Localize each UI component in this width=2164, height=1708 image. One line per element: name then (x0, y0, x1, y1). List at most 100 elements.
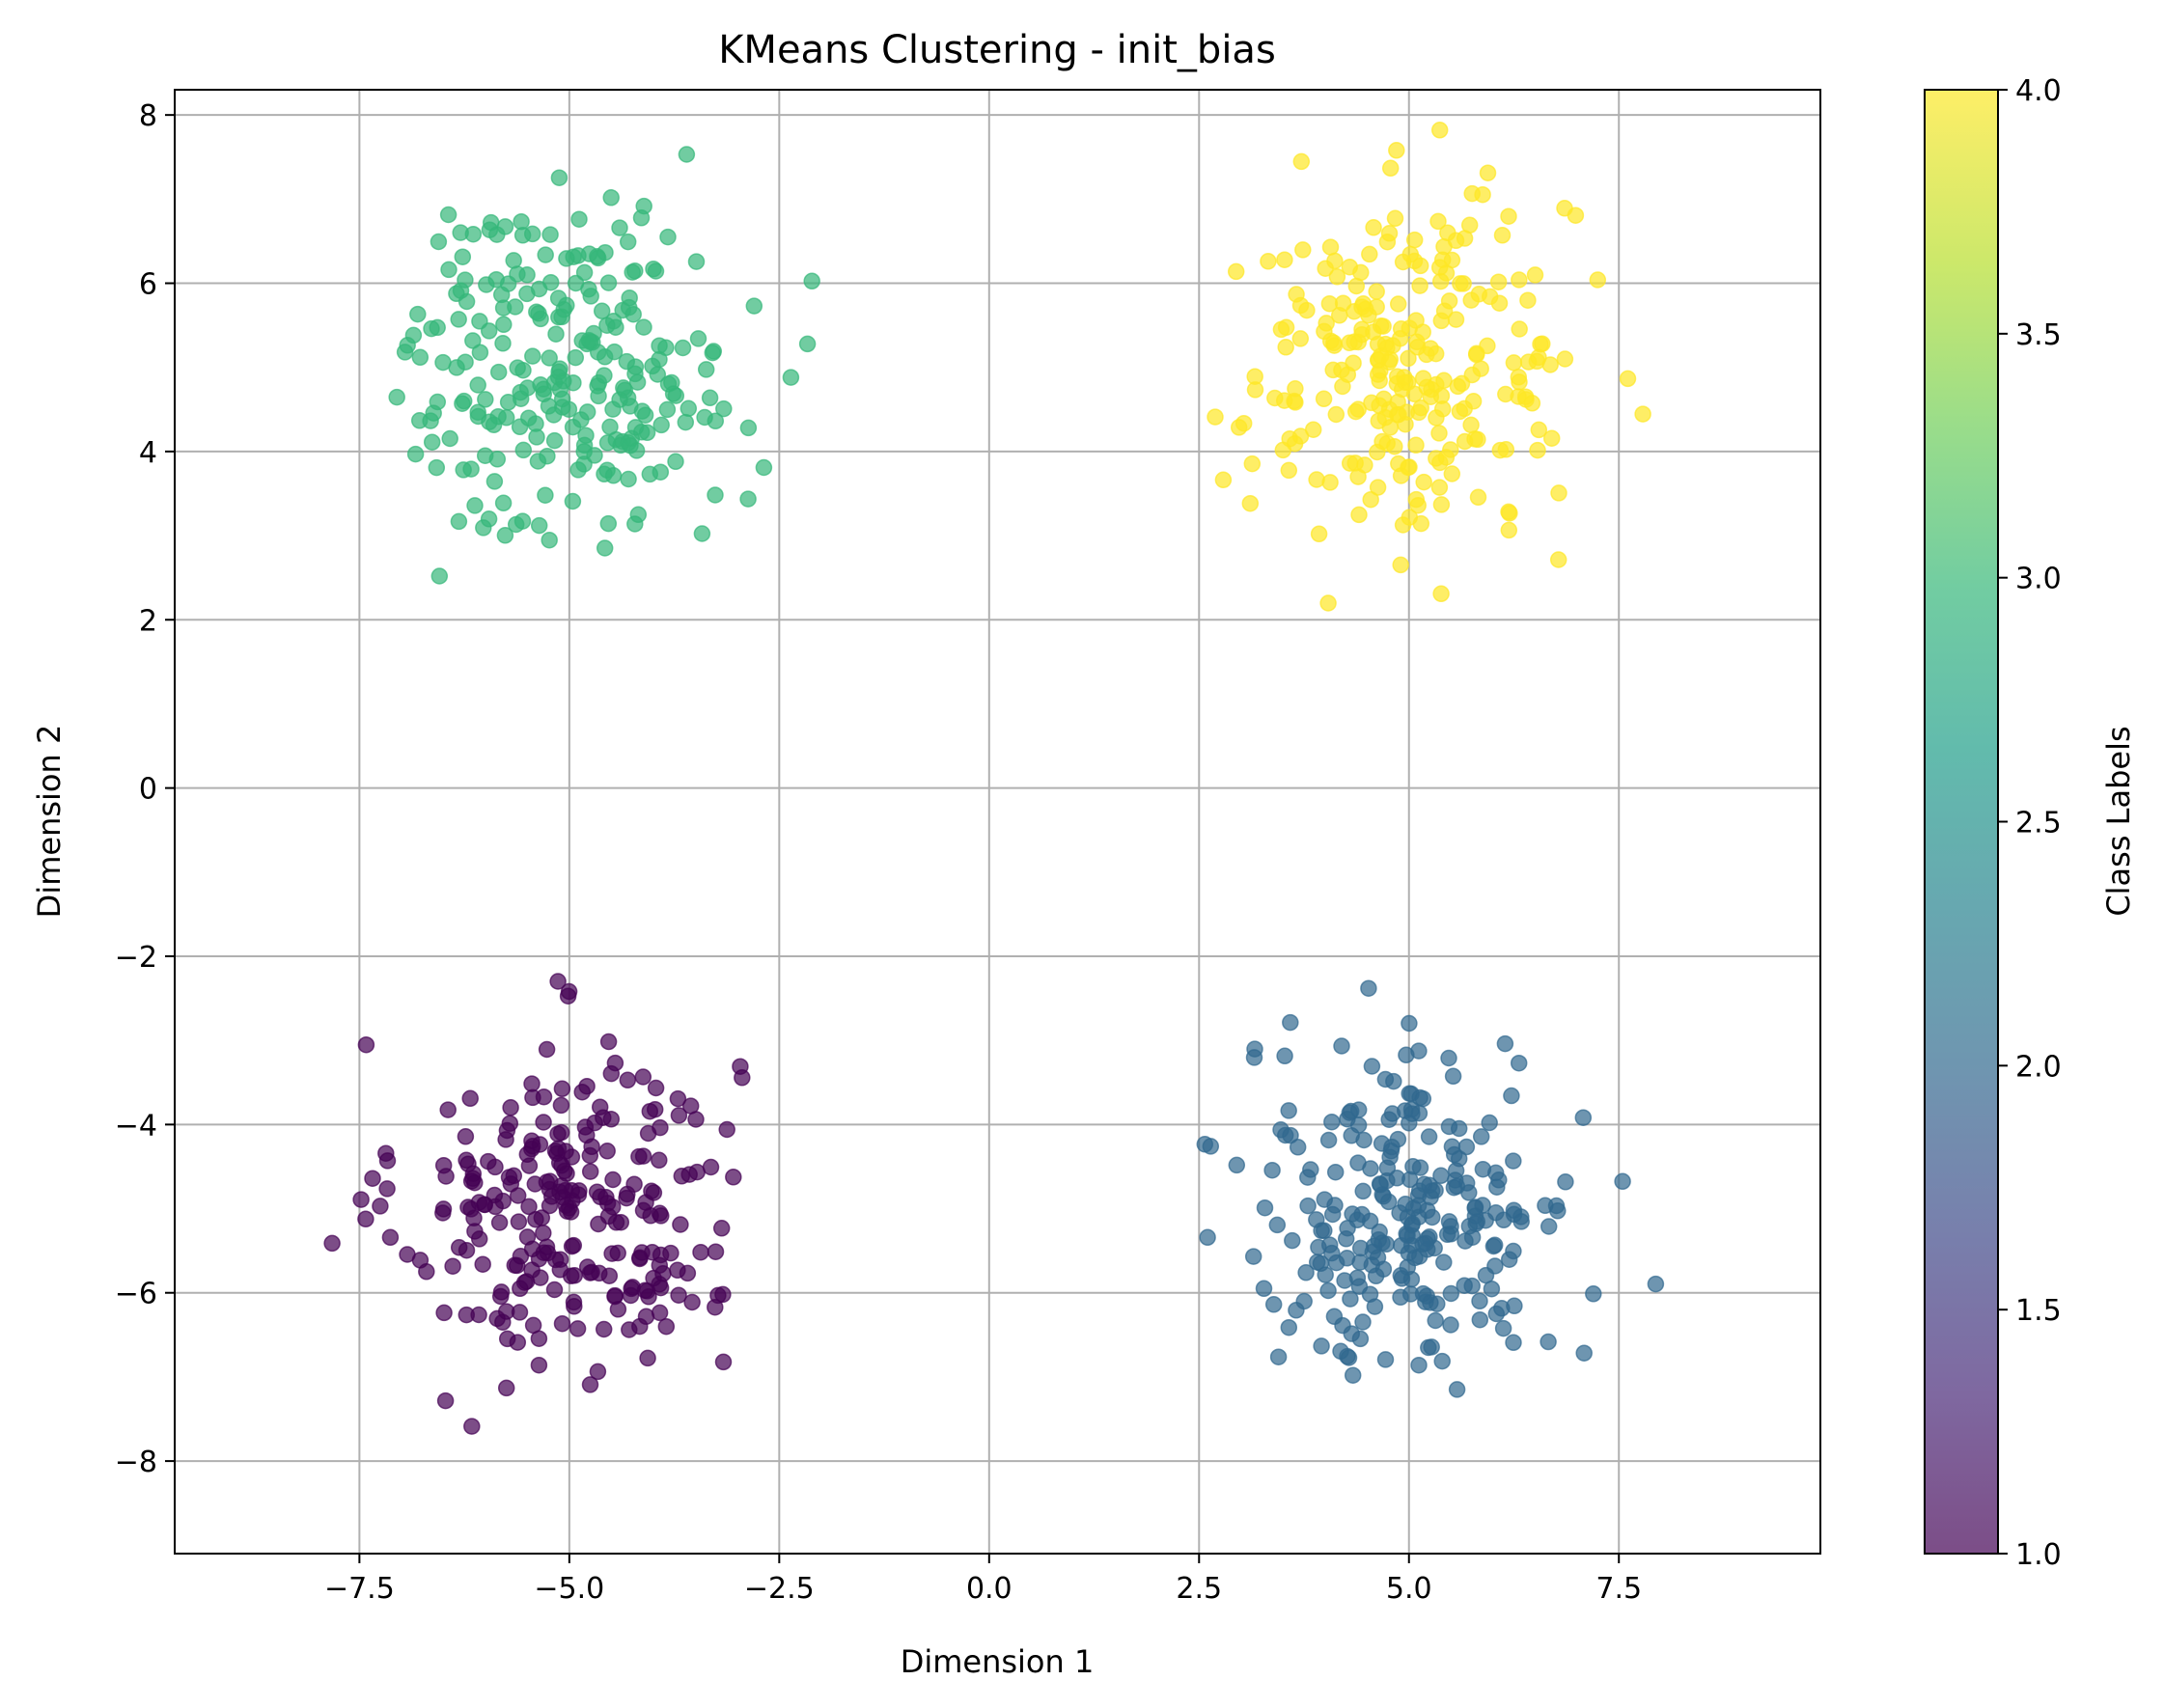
data-point-class-4 (1634, 405, 1651, 423)
data-point-class-3 (632, 209, 651, 227)
data-point-class-4 (1435, 302, 1454, 320)
data-point-class-1 (533, 1209, 551, 1226)
data-point-class-4 (1318, 315, 1335, 332)
data-point-class-1 (562, 1203, 580, 1221)
data-point-class-4 (1227, 262, 1245, 281)
data-point-class-1 (669, 1089, 687, 1108)
data-point-class-4 (1321, 238, 1340, 256)
data-point-class-3 (635, 318, 652, 336)
data-point-class-1 (538, 1173, 556, 1191)
data-point-class-4 (1490, 294, 1509, 312)
data-point-class-4 (1556, 350, 1574, 368)
data-point-class-3 (667, 453, 684, 471)
data-point-class-3 (496, 527, 514, 544)
data-point-class-3 (477, 391, 494, 408)
data-point-class-3 (739, 490, 757, 508)
data-point-class-1 (707, 1243, 725, 1260)
data-point-class-3 (658, 400, 677, 419)
data-point-class-1 (462, 1172, 481, 1190)
data-point-class-1 (486, 1158, 504, 1176)
data-point-class-3 (605, 343, 624, 361)
data-point-class-1 (357, 1035, 375, 1054)
x-tick-label: −7.5 (324, 1572, 395, 1606)
data-point-class-3 (678, 146, 696, 163)
data-point-class-2 (1351, 1330, 1370, 1348)
chart-title: KMeans Clustering - init_bias (718, 28, 1276, 72)
data-point-class-2 (1474, 1197, 1491, 1214)
data-point-class-3 (457, 353, 474, 371)
data-point-class-1 (712, 1220, 731, 1237)
data-point-class-3 (611, 219, 628, 236)
data-point-class-3 (480, 510, 498, 528)
data-point-class-2 (1485, 1236, 1504, 1254)
data-point-class-1 (634, 1068, 652, 1086)
data-point-class-1 (505, 1167, 523, 1185)
data-point-class-2 (1487, 1203, 1505, 1222)
data-point-class-3 (577, 427, 595, 444)
data-point-class-1 (623, 1280, 640, 1298)
data-point-class-2 (1505, 1242, 1522, 1260)
data-point-class-1 (672, 1216, 689, 1233)
data-point-class-1 (378, 1180, 396, 1198)
data-point-class-1 (606, 1286, 624, 1305)
data-point-class-3 (439, 206, 458, 224)
data-point-class-4 (1388, 368, 1406, 385)
data-point-class-4 (1429, 212, 1447, 231)
data-point-class-4 (1280, 461, 1298, 480)
data-point-class-2 (1268, 1216, 1287, 1234)
data-point-class-4 (1489, 273, 1508, 290)
data-point-class-3 (644, 357, 661, 375)
colorbar-tick-label: 1.0 (2015, 1538, 2062, 1572)
data-point-class-4 (1241, 494, 1260, 512)
data-point-class-1 (508, 1256, 526, 1275)
data-point-class-1 (538, 1238, 556, 1255)
x-tick-label: 5.0 (1386, 1572, 1432, 1606)
data-point-class-3 (596, 243, 614, 262)
data-point-class-1 (581, 1264, 599, 1281)
data-point-class-3 (558, 250, 575, 267)
data-point-class-1 (566, 1298, 583, 1315)
data-point-class-4 (1550, 484, 1568, 502)
data-point-class-4 (1346, 455, 1364, 472)
data-point-class-2 (1327, 1253, 1346, 1272)
data-point-class-3 (620, 470, 637, 488)
data-point-class-3 (553, 390, 571, 408)
data-point-class-3 (423, 319, 440, 338)
data-point-class-2 (1342, 1290, 1359, 1308)
data-point-class-2 (1411, 1159, 1429, 1176)
data-point-class-2 (1256, 1198, 1274, 1217)
data-point-class-1 (476, 1196, 493, 1213)
data-point-class-1 (581, 1376, 599, 1393)
data-point-class-2 (1420, 1128, 1438, 1145)
data-point-class-1 (681, 1097, 700, 1115)
data-point-class-4 (1428, 409, 1445, 427)
data-point-class-1 (463, 1418, 481, 1435)
data-point-class-4 (1388, 406, 1406, 424)
data-point-class-3 (593, 302, 611, 320)
data-point-class-2 (1392, 1267, 1410, 1284)
data-point-class-3 (626, 365, 644, 383)
data-point-class-3 (430, 567, 449, 585)
data-point-class-2 (1276, 1047, 1293, 1065)
data-point-class-4 (1369, 366, 1387, 383)
data-point-class-1 (549, 973, 567, 990)
data-point-class-3 (657, 339, 675, 357)
data-point-class-2 (1410, 1182, 1429, 1199)
data-point-class-2 (1319, 1131, 1338, 1149)
data-point-class-1 (566, 1267, 584, 1284)
data-point-class-1 (372, 1198, 389, 1215)
data-point-class-3 (529, 453, 547, 470)
data-point-class-3 (481, 221, 499, 238)
data-point-class-4 (1349, 400, 1367, 418)
data-point-class-2 (1445, 1178, 1463, 1197)
data-point-class-3 (633, 402, 652, 420)
data-point-class-4 (1505, 354, 1523, 372)
data-point-class-2 (1289, 1139, 1307, 1156)
data-point-class-2 (1264, 1296, 1283, 1313)
data-point-class-4 (1511, 320, 1528, 338)
data-point-class-3 (471, 344, 489, 361)
data-point-class-3 (513, 512, 532, 530)
data-point-class-1 (654, 1265, 672, 1282)
data-point-class-2 (1348, 1211, 1366, 1229)
data-point-class-3 (567, 348, 585, 367)
